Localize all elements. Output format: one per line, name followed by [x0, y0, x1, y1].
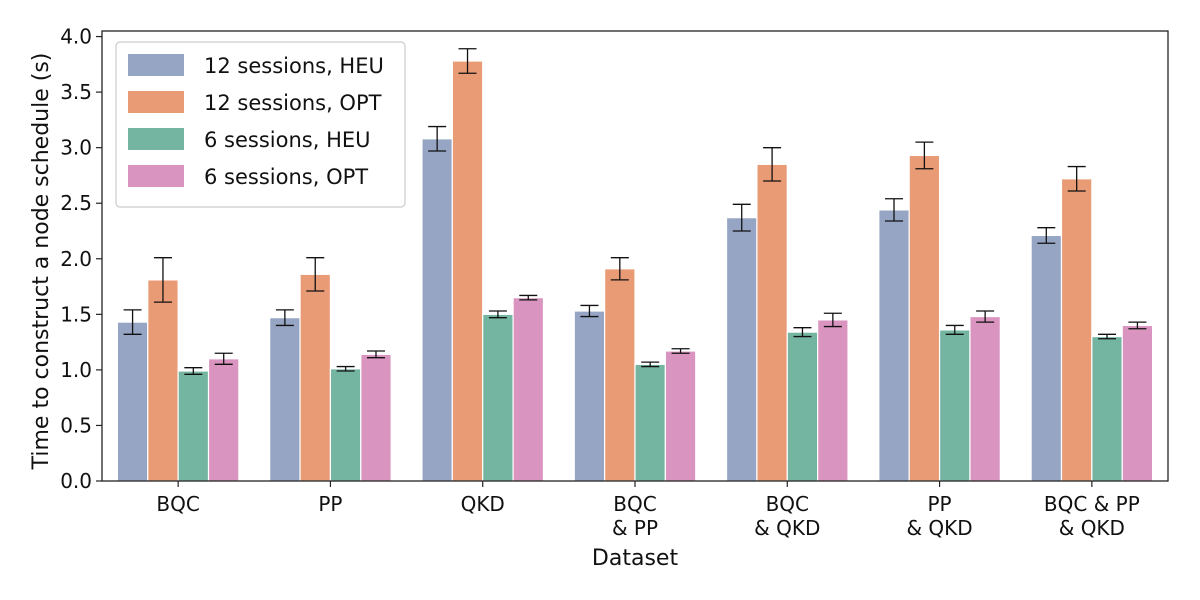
legend-label: 12 sessions, OPT [204, 91, 382, 115]
legend-swatch [128, 54, 184, 76]
bar [360, 353, 392, 482]
legend-label: 6 sessions, OPT [204, 165, 368, 189]
bar [1060, 178, 1093, 482]
bar [634, 363, 666, 482]
bar [147, 279, 179, 482]
bar [177, 370, 210, 482]
bar [1030, 234, 1063, 482]
y-tick-label: 2.5 [60, 191, 92, 215]
bar [1121, 324, 1154, 482]
bars-layer [116, 60, 1154, 482]
y-tick-label: 1.0 [60, 358, 92, 382]
bar [908, 154, 941, 482]
x-tick-label: QKD [461, 492, 505, 516]
bar [878, 209, 910, 482]
legend-box [115, 41, 406, 208]
x-tick-label: BQC [766, 492, 809, 516]
legend-swatch [128, 165, 184, 187]
legend-swatch [128, 128, 184, 150]
bar [664, 350, 697, 482]
x-axis-title: Dataset [592, 546, 679, 571]
legend-swatch [128, 91, 184, 113]
y-tick-label: 4.0 [60, 25, 92, 49]
bar [756, 163, 788, 482]
y-tick-label: 3.0 [60, 136, 92, 160]
legend: 12 sessions, HEU 12 sessions, OPT 6 sessio… [115, 41, 406, 208]
x-tick-label: BQC & PP [1044, 492, 1140, 516]
bar [482, 313, 514, 482]
y-tick-label: 3.5 [60, 80, 92, 104]
legend-label: 6 sessions, HEU [204, 128, 371, 152]
x-tick-label: PP [318, 492, 342, 516]
y-tick-label: 0.5 [60, 413, 92, 437]
legend-label: 12 sessions, HEU [204, 54, 384, 78]
x-tick-label: & PP [612, 516, 658, 540]
bar [1091, 335, 1123, 482]
bar [512, 297, 545, 482]
x-tick-label: & QKD [754, 516, 820, 540]
bar [451, 60, 484, 482]
bar [269, 317, 301, 482]
x-tick-label: BQC [613, 492, 656, 516]
error-bars-layer [123, 48, 1147, 375]
bar [207, 358, 240, 482]
bar [725, 217, 758, 482]
y-tick-label: 0.0 [60, 469, 92, 493]
y-axis-title: Time to construct a node schedule (s) [29, 53, 54, 471]
bar [116, 321, 149, 482]
x-tick-label: PP [928, 492, 952, 516]
x-tick-label: & QKD [1059, 516, 1125, 540]
bar [299, 273, 332, 482]
bar [604, 268, 636, 482]
bar [421, 138, 453, 482]
y-axis: 0.0 0.5 1.0 1.5 2.0 2.5 3.0 3.5 4.0 [60, 25, 102, 493]
x-tick-label: BQC [156, 492, 199, 516]
bar [786, 331, 819, 482]
bar [573, 310, 606, 482]
bar [817, 319, 849, 482]
bar [938, 329, 971, 482]
bar [969, 315, 1001, 482]
bar [329, 368, 362, 482]
y-tick-label: 1.5 [60, 302, 92, 326]
x-tick-label: & QKD [906, 516, 972, 540]
y-tick-label: 2.0 [60, 247, 92, 271]
